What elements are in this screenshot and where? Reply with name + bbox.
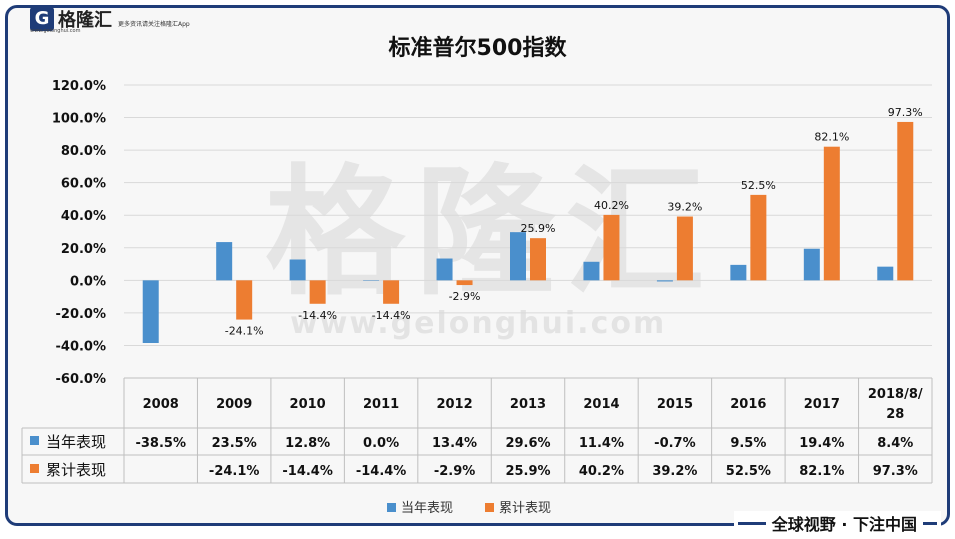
category-label: 2018/8/: [868, 387, 923, 402]
data-label-cumulative: 82.1%: [814, 131, 849, 144]
bar-annual: [142, 280, 159, 344]
legend-key-cumulative: [30, 464, 39, 473]
logo-text: 格隆汇: [58, 10, 112, 31]
y-tick-label: 80.0%: [61, 144, 106, 159]
y-tick-label: 0.0%: [70, 274, 106, 289]
bar-annual: [510, 232, 526, 281]
row-header-cumulative: 累计表现: [46, 461, 106, 479]
table-cell-cumulative: 82.1%: [799, 464, 844, 479]
category-label: 28: [886, 407, 904, 422]
bar-annual: [583, 261, 600, 281]
category-label: 2014: [583, 397, 619, 412]
chart-frame: [5, 5, 950, 526]
bar-cumulative: [603, 214, 620, 281]
legend-swatch-cumulative: [485, 503, 494, 512]
legend-label-cumulative: 累计表现: [499, 501, 551, 516]
data-label-cumulative: 97.3%: [888, 106, 923, 119]
bar-cumulative: [750, 194, 767, 281]
header-note: 更多资讯请关注格隆汇App: [118, 21, 190, 28]
bar-cumulative: [383, 280, 400, 304]
table-cell-cumulative: -14.4%: [282, 464, 333, 479]
bar-annual: [363, 280, 380, 281]
y-tick-label: 100.0%: [52, 112, 106, 127]
category-label: 2013: [510, 397, 546, 412]
watermark: 格隆汇: [265, 152, 716, 315]
data-label-cumulative: 25.9%: [521, 222, 556, 235]
category-label: 2012: [436, 397, 472, 412]
chart-title: 标准普尔500指数: [388, 36, 567, 61]
y-tick-label: 40.0%: [61, 209, 106, 224]
data-label-cumulative: 52.5%: [741, 179, 776, 192]
y-tick-label: 20.0%: [61, 242, 106, 257]
bar-annual: [289, 259, 306, 281]
bar-cumulative: [530, 238, 546, 281]
table-cell-cumulative: -24.1%: [209, 464, 260, 479]
table-cell-annual: 19.4%: [799, 436, 844, 451]
category-label: 2015: [657, 397, 693, 412]
row-header-annual: 当年表现: [46, 433, 106, 451]
table-cell-annual: 9.5%: [730, 436, 766, 451]
y-tick-label: 60.0%: [61, 177, 106, 192]
table-cell-cumulative: 25.9%: [505, 464, 550, 479]
logo-url: www.gelonghui.com: [30, 28, 81, 34]
y-tick-label: -60.0%: [56, 372, 107, 387]
bar-annual: [656, 280, 673, 282]
table-cell-annual: -38.5%: [135, 436, 186, 451]
bar-annual: [877, 266, 894, 281]
table-cell-cumulative: -2.9%: [434, 464, 475, 479]
data-label-cumulative: -14.4%: [298, 309, 337, 322]
data-label-cumulative: -14.4%: [372, 309, 411, 322]
y-tick-label: 120.0%: [52, 79, 106, 94]
bar-cumulative: [676, 216, 693, 281]
category-label: 2016: [730, 397, 766, 412]
table-cell-annual: 29.6%: [505, 436, 550, 451]
category-label: 2017: [804, 397, 840, 412]
bar-annual: [803, 248, 820, 281]
data-label-cumulative: -24.1%: [225, 325, 264, 338]
bar-cumulative: [823, 146, 840, 281]
watermark-url: www.gelonghui.com: [290, 306, 667, 341]
data-label-cumulative: 40.2%: [594, 199, 629, 212]
category-label: 2011: [363, 397, 399, 412]
table-cell-annual: 0.0%: [363, 436, 399, 451]
table-cell-cumulative: 39.2%: [652, 464, 697, 479]
category-label: 2010: [290, 397, 326, 412]
table-cell-annual: -0.7%: [654, 436, 695, 451]
gelonghui-logo: G 格隆汇: [30, 6, 112, 32]
bar-annual: [730, 264, 747, 281]
y-tick-label: -20.0%: [56, 307, 107, 322]
table-cell-annual: 23.5%: [212, 436, 257, 451]
legend-swatch-annual: [387, 503, 396, 512]
legend-key-annual: [30, 436, 39, 445]
table-cell-cumulative: 97.3%: [873, 464, 918, 479]
bar-cumulative: [456, 280, 473, 286]
bar-annual: [436, 258, 453, 281]
table-cell-cumulative: -14.4%: [356, 464, 407, 479]
table-cell-annual: 11.4%: [579, 436, 624, 451]
table-cell-annual: 13.4%: [432, 436, 477, 451]
bar-cumulative: [897, 121, 914, 281]
table-cell-annual: 8.4%: [877, 436, 913, 451]
data-label-cumulative: -2.9%: [449, 290, 481, 303]
y-tick-label: -40.0%: [56, 339, 107, 354]
legend-label-annual: 当年表现: [401, 501, 453, 516]
category-label: 2009: [216, 397, 252, 412]
bar-cumulative: [309, 280, 326, 304]
table-cell-annual: 12.8%: [285, 436, 330, 451]
table-cell-cumulative: 52.5%: [726, 464, 771, 479]
bar-annual: [216, 242, 233, 281]
table-cell-cumulative: 40.2%: [579, 464, 624, 479]
data-label-cumulative: 39.2%: [667, 201, 702, 214]
logo-mark-icon: G: [30, 7, 54, 31]
bar-cumulative: [236, 280, 253, 320]
category-label: 2008: [143, 397, 179, 412]
slogan: 全球视野 · 下注中国: [733, 511, 941, 535]
